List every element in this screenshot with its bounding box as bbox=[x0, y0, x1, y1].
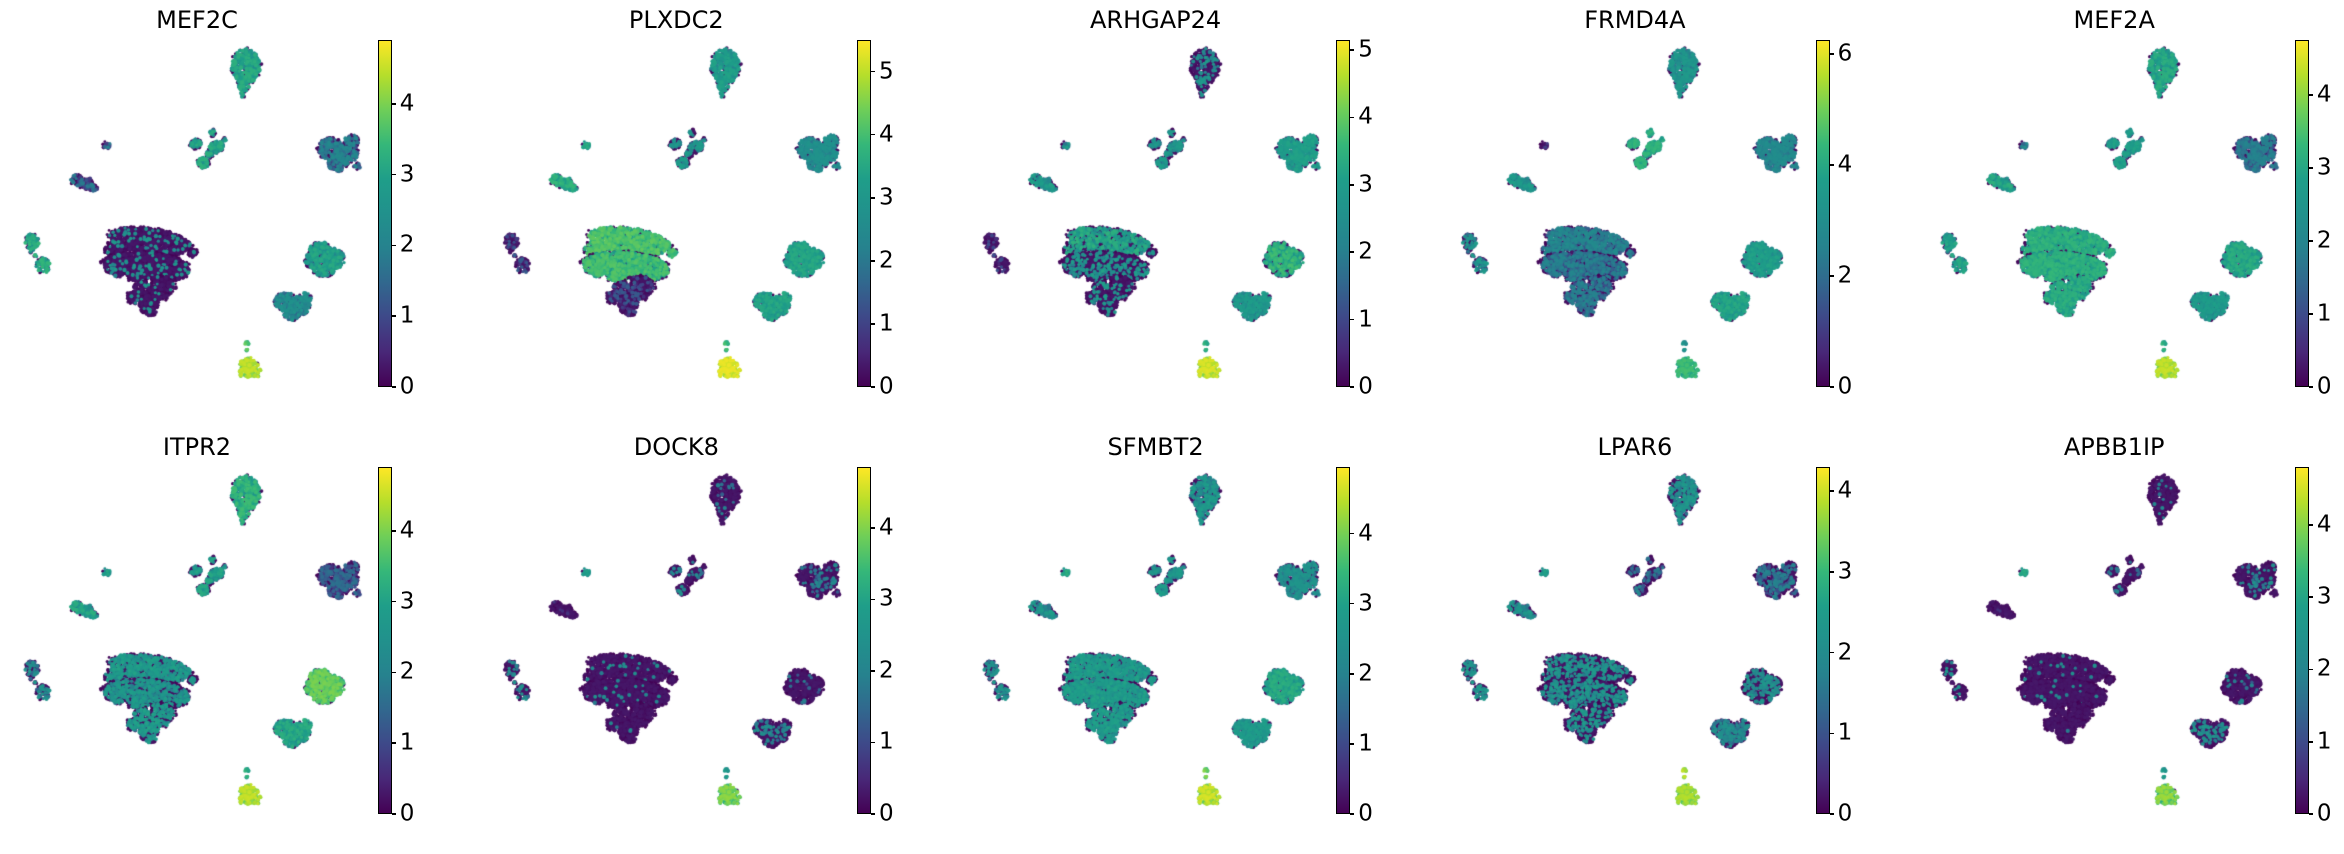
umap-scatter-canvas bbox=[1406, 0, 1876, 427]
umap-scatter-canvas bbox=[1406, 427, 1876, 854]
umap-scatter-canvas bbox=[937, 427, 1407, 854]
umap-scatter-canvas bbox=[468, 427, 938, 854]
umap-scatter-canvas bbox=[1875, 0, 2344, 427]
umap-scatter-canvas bbox=[0, 0, 469, 427]
umap-scatter-canvas bbox=[0, 427, 469, 854]
umap-scatter-canvas bbox=[1875, 427, 2344, 854]
umap-scatter-canvas bbox=[468, 0, 938, 427]
umap-scatter-canvas bbox=[937, 0, 1407, 427]
